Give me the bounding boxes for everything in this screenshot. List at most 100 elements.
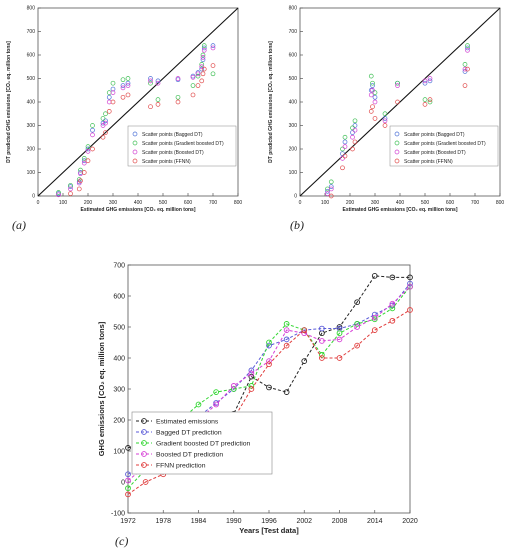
chart-a-point-series-3: [210, 63, 216, 68]
chart-a-point-series-0: [110, 86, 116, 92]
chart-b-legend-marker: [394, 131, 400, 137]
chart-a-point-series-1: [76, 177, 82, 182]
line-panel-c: 1972 1978 1984 1990 1996 2002 2008 2014 2020 -100…: [95, 255, 425, 545]
chart-a-point-series-3: [190, 92, 196, 98]
chart-a-point-series-0: [201, 45, 207, 51]
chart-c-x-tick-label: 1996: [261, 518, 277, 525]
chart-c-series-point-1: [248, 367, 255, 374]
chart-a-point-series-1: [81, 156, 87, 161]
chart-b-point-series-3: [340, 165, 345, 171]
chart-b-point-series-1: [342, 134, 348, 140]
chart-a-point-series-1: [90, 123, 95, 128]
chart-c-series-point-3: [283, 327, 290, 333]
chart-c-series-point-4: [407, 307, 413, 313]
chart-b-point-series-3: [395, 99, 400, 105]
chart-c-series-point-3: [407, 283, 413, 290]
chart-b-x-tick-label: 200: [346, 200, 355, 206]
chart-b-legend-box: [389, 125, 499, 167]
chart-b-legend-label: Scatter points (Bagged DT): [404, 132, 465, 138]
chart-a-y-tick-label: 0: [32, 194, 35, 200]
chart-b-point-series-3: [370, 104, 375, 110]
chart-a-x-tick-label: 100: [59, 200, 68, 206]
chart-b-legend-marker: [394, 149, 400, 155]
chart-b-point-series-3: [372, 116, 378, 121]
chart-a-point-series-2: [68, 186, 73, 192]
chart-a-point-series-3: [103, 130, 108, 135]
chart-a-y-tick-label: 100: [27, 170, 36, 176]
chart-a-point-series-0: [120, 83, 126, 88]
chart-c-series-point-2: [283, 321, 290, 327]
chart-b-point-series-2: [427, 76, 433, 81]
chart-c-plot-frame: [127, 264, 411, 514]
panel-label-c: (c): [115, 534, 129, 548]
chart-b-point-series-3: [352, 139, 358, 145]
chart-a-point-series-0: [210, 43, 216, 48]
chart-b-point-series-3: [368, 109, 374, 114]
chart-c-series-point-0: [283, 389, 290, 395]
chart-b-legend-label: Scatter points (Boosted DT): [404, 150, 466, 156]
chart-a-point-series-3: [199, 78, 205, 84]
chart-b-point-series-0: [352, 123, 358, 128]
chart-b-point-series-3: [465, 66, 470, 72]
chart-b-point-series-0: [328, 184, 334, 189]
chart-b-point-series-2: [368, 92, 374, 98]
chart-a-point-series-3: [100, 134, 106, 140]
chart-c-series-point-2: [354, 321, 360, 327]
chart-b-point-series-2: [465, 47, 470, 53]
chart-b-point-series-0: [370, 83, 375, 88]
chart-b-point-series-1: [422, 97, 428, 103]
chart-a-point-series-2: [195, 71, 201, 77]
chart-a-point-series-1: [68, 183, 73, 188]
chart-b-point-series-1: [328, 179, 334, 185]
chart-c-x-tick-label: 1972: [120, 518, 136, 525]
chart-c-legend-marker: [141, 418, 147, 424]
chart-a-point-series-0: [100, 120, 106, 126]
chart-a-point-series-2: [76, 180, 82, 186]
chart-a-legend-marker: [132, 140, 138, 146]
chart-a-x-tick-label: 800: [234, 200, 243, 206]
chart-a-point-series-1: [120, 77, 126, 83]
chart-b-point-series-3: [382, 123, 388, 128]
chart-c-series-point-4: [336, 355, 343, 361]
chart-a-point-series-1: [190, 83, 196, 88]
chart-a-point-series-1: [103, 111, 108, 117]
chart-c-x-tick-label: 1984: [191, 518, 207, 525]
chart-b-legend-marker: [394, 140, 400, 146]
chart-c-series-point-0: [301, 358, 308, 364]
chart-c-series-point-4: [319, 355, 325, 361]
chart-a-y-tick-label: 800: [27, 6, 36, 12]
chart-a-point-series-0: [125, 80, 131, 86]
chart-b-point-series-2: [328, 186, 334, 192]
chart-c-y-tick-label: 400: [113, 355, 125, 362]
chart-c-legend-marker: [141, 429, 147, 435]
chart-c-series-point-1: [125, 471, 131, 478]
chart-b-y-tick-label: 500: [289, 76, 298, 82]
chart-a-legend-label: Scatter points (Bagged DT): [142, 132, 203, 138]
scatter-chart-a: 0 100 200 300 400 500 600 700 800 0 100 200 300 400 50…: [6, 6, 243, 213]
chart-a-point-series-1: [78, 167, 83, 173]
chart-b-point-series-1: [427, 99, 433, 105]
chart-c-series-point-1: [213, 400, 219, 406]
chart-c-legend-label: Boosted DT prediction: [156, 452, 223, 459]
chart-c-series-point-4: [142, 479, 149, 485]
chart-c-x-tick-label: 2002: [296, 518, 312, 525]
chart-a-point-series-0: [155, 78, 161, 84]
chart-c-y-tick-label: 100: [113, 448, 125, 455]
chart-c-x-tick-label: 2008: [332, 518, 348, 525]
chart-b-point-series-0: [368, 87, 374, 93]
chart-a-x-tick-label: 200: [84, 200, 93, 206]
chart-b-point-series-0: [372, 94, 378, 100]
chart-b-point-series-3: [350, 146, 355, 152]
chart-c-x-tick-label: 1978: [155, 518, 171, 525]
chart-a-x-tick-label: 600: [184, 200, 193, 206]
chart-c-series-point-0: [336, 324, 343, 330]
chart-a-point-series-0: [199, 66, 205, 72]
chart-a-y-tick-label: 200: [27, 147, 36, 153]
chart-c-series-point-4: [354, 342, 360, 349]
chart-b-y-tick-label: 300: [289, 123, 298, 129]
chart-b-legend-label: Scatter points (FFNN): [404, 159, 453, 165]
chart-b-point-series-2: [370, 87, 375, 93]
chart-b-y-tick-label: 100: [289, 170, 298, 176]
chart-b-point-series-1: [372, 90, 378, 95]
chart-c-series-point-4: [266, 361, 272, 368]
